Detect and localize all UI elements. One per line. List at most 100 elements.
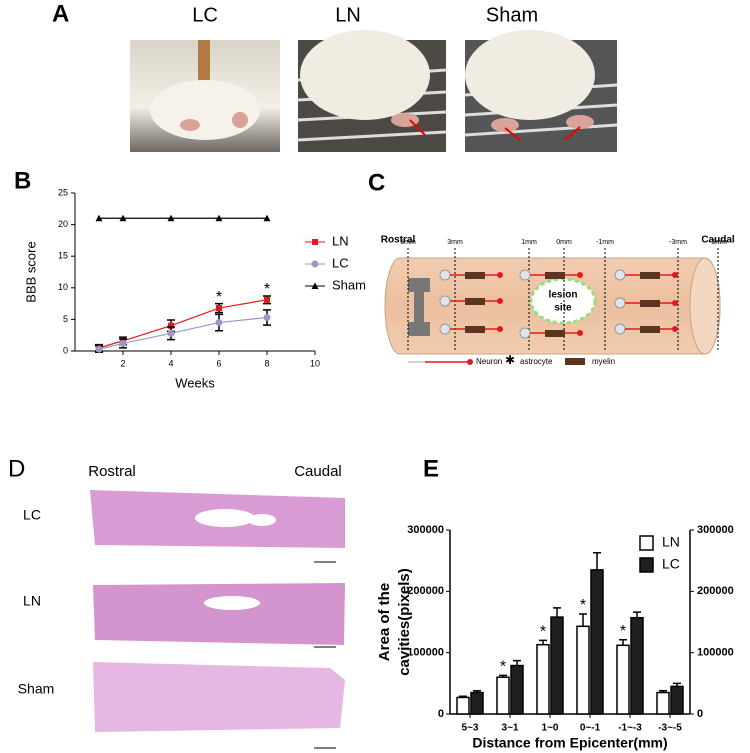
x-tick-label: 0~-1 bbox=[580, 723, 601, 734]
histology: Rostral Caudal LC LN Sham bbox=[18, 463, 345, 749]
diagram-label: 3mm bbox=[447, 239, 463, 246]
bar bbox=[456, 696, 470, 715]
neuron bbox=[439, 323, 451, 335]
error-bar bbox=[593, 551, 601, 570]
x-tick-label: -1~-3 bbox=[618, 723, 642, 734]
error-bar bbox=[619, 639, 627, 646]
diagram-label: myelin bbox=[592, 357, 615, 366]
neuron bbox=[439, 295, 451, 307]
y-axis-label: cavities(pixels) bbox=[396, 568, 413, 676]
diagram-label: Neuron bbox=[476, 357, 502, 366]
histology-label: Sham bbox=[18, 681, 55, 697]
terminal bbox=[497, 272, 503, 278]
marker bbox=[119, 214, 127, 222]
bar bbox=[616, 644, 630, 715]
terminal bbox=[497, 298, 503, 304]
annotation: * bbox=[540, 624, 546, 641]
myelin bbox=[465, 326, 485, 333]
legend-label: Sham bbox=[332, 277, 366, 292]
y-tick-label: 5 bbox=[63, 314, 68, 324]
diagram-label: 1mm bbox=[521, 239, 537, 246]
x-axis-label: Distance from Epicenter(mm) bbox=[472, 735, 667, 751]
bar bbox=[550, 616, 564, 715]
annotation: * bbox=[216, 289, 222, 306]
y2-tick-label: 300000 bbox=[697, 524, 734, 536]
histology-label: LN bbox=[23, 593, 41, 609]
y-tick-label: 300000 bbox=[407, 524, 444, 536]
marker bbox=[167, 329, 175, 337]
diagram-label: Rostral bbox=[381, 235, 416, 246]
neuron bbox=[519, 269, 531, 281]
y-tick-label: 0 bbox=[438, 708, 444, 720]
legend-swatch bbox=[639, 557, 654, 573]
photos: LC LN Sham bbox=[130, 4, 618, 152]
myelin bbox=[545, 330, 565, 337]
error-bar bbox=[513, 659, 521, 666]
myelin bbox=[640, 272, 660, 279]
diagram-label: astrocyte bbox=[520, 357, 553, 366]
legend-label: LC bbox=[332, 255, 349, 270]
marker bbox=[263, 214, 271, 222]
x-tick-label: 10 bbox=[310, 358, 320, 368]
legend-label: LN bbox=[662, 534, 680, 550]
legend-marker bbox=[311, 282, 319, 289]
terminal bbox=[672, 326, 678, 332]
neuron bbox=[439, 269, 451, 281]
photo bbox=[297, 30, 447, 152]
bar bbox=[576, 625, 590, 715]
y-tick-label: 25 bbox=[58, 187, 68, 197]
y-axis-label: Area of the bbox=[376, 583, 393, 661]
error-bar bbox=[553, 607, 561, 618]
x-tick-label: 3~1 bbox=[502, 723, 519, 734]
annotation: * bbox=[620, 623, 626, 640]
bar bbox=[590, 569, 604, 715]
legend-label: LN bbox=[332, 233, 349, 248]
neuron bbox=[614, 323, 626, 335]
terminal bbox=[577, 272, 583, 278]
legend-marker bbox=[312, 239, 318, 245]
marker bbox=[168, 322, 174, 329]
terminal bbox=[672, 300, 678, 306]
bar bbox=[496, 676, 510, 715]
y2-tick-label: 100000 bbox=[697, 647, 734, 659]
x-tick-label: 6 bbox=[216, 358, 221, 368]
x-tick-label: 2 bbox=[120, 358, 125, 368]
photo-label: LC bbox=[192, 4, 218, 26]
diagram-label: -3mm bbox=[669, 239, 687, 246]
y-tick-label: 200000 bbox=[407, 585, 444, 597]
myelin bbox=[465, 298, 485, 305]
bar bbox=[536, 643, 550, 715]
marker bbox=[167, 214, 175, 222]
diagram-label: 0mm bbox=[556, 239, 572, 246]
bar bbox=[630, 616, 644, 715]
y-tick-label: 0 bbox=[63, 345, 68, 355]
annotation: * bbox=[500, 659, 506, 676]
bar bbox=[670, 685, 684, 715]
marker bbox=[215, 319, 223, 327]
y-tick-label: 20 bbox=[58, 219, 68, 229]
x-axis-label: Weeks bbox=[175, 375, 215, 390]
y2-tick-label: 0 bbox=[697, 708, 703, 720]
marker bbox=[264, 296, 270, 303]
y2-tick-label: 200000 bbox=[697, 585, 734, 597]
legend-marker bbox=[311, 260, 319, 268]
histology-label: Caudal bbox=[294, 463, 342, 480]
photo bbox=[130, 40, 280, 152]
terminal bbox=[497, 326, 503, 332]
bar bbox=[510, 664, 524, 715]
x-tick-label: 8 bbox=[264, 358, 269, 368]
photo-label: LN bbox=[335, 4, 361, 26]
myelin bbox=[640, 300, 660, 307]
y-tick-label: 10 bbox=[58, 282, 68, 292]
marker bbox=[95, 214, 103, 222]
myelin bbox=[640, 326, 660, 333]
error-bar bbox=[579, 613, 587, 627]
photo-label: Sham bbox=[486, 4, 538, 26]
marker bbox=[216, 305, 222, 312]
diagram-label: -5mm bbox=[709, 239, 727, 246]
panel-label: C bbox=[368, 169, 385, 196]
diagram-label: lesion bbox=[549, 290, 578, 301]
neuron bbox=[614, 269, 626, 281]
panel-label: B bbox=[14, 167, 31, 194]
